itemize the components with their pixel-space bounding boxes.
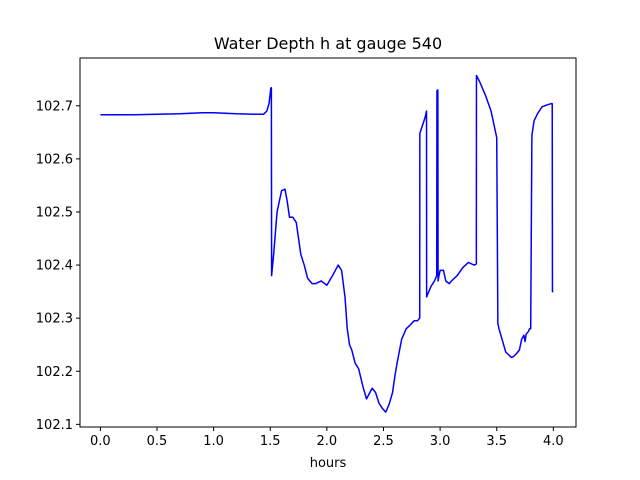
- series-layer: [100, 74, 554, 413]
- x-tick-label: 1.5: [260, 434, 281, 449]
- chart-title: Water Depth h at gauge 540: [214, 34, 442, 53]
- x-tick-label: 3.5: [486, 434, 507, 449]
- x-tick-label: 4.0: [543, 434, 564, 449]
- series-line-0: [100, 74, 554, 413]
- x-axis-label: hours: [310, 456, 347, 471]
- plot-frame: [79, 57, 577, 428]
- x-tick-label: 2.5: [373, 434, 394, 449]
- x-tick-label: 0.0: [90, 434, 111, 449]
- y-tick-label: 102.3: [36, 312, 73, 327]
- y-axis: 102.1 102.2 102.3 102.4 102.5 102.6 102.7: [36, 99, 80, 433]
- x-tick-label: 3.0: [430, 434, 451, 449]
- x-tick-label: 0.5: [147, 434, 168, 449]
- y-tick-label: 102.6: [36, 152, 73, 167]
- y-tick-label: 102.7: [36, 99, 73, 114]
- x-tick-label: 1.0: [203, 434, 224, 449]
- y-tick-label: 102.1: [36, 418, 73, 433]
- y-tick-label: 102.4: [36, 259, 73, 274]
- y-tick-label: 102.2: [36, 365, 73, 380]
- x-axis: 0.0 0.5 1.0 1.5 2.0 2.5 3.0 3.5 4.0: [90, 427, 564, 449]
- x-tick-label: 2.0: [317, 434, 338, 449]
- y-tick-label: 102.5: [36, 205, 73, 220]
